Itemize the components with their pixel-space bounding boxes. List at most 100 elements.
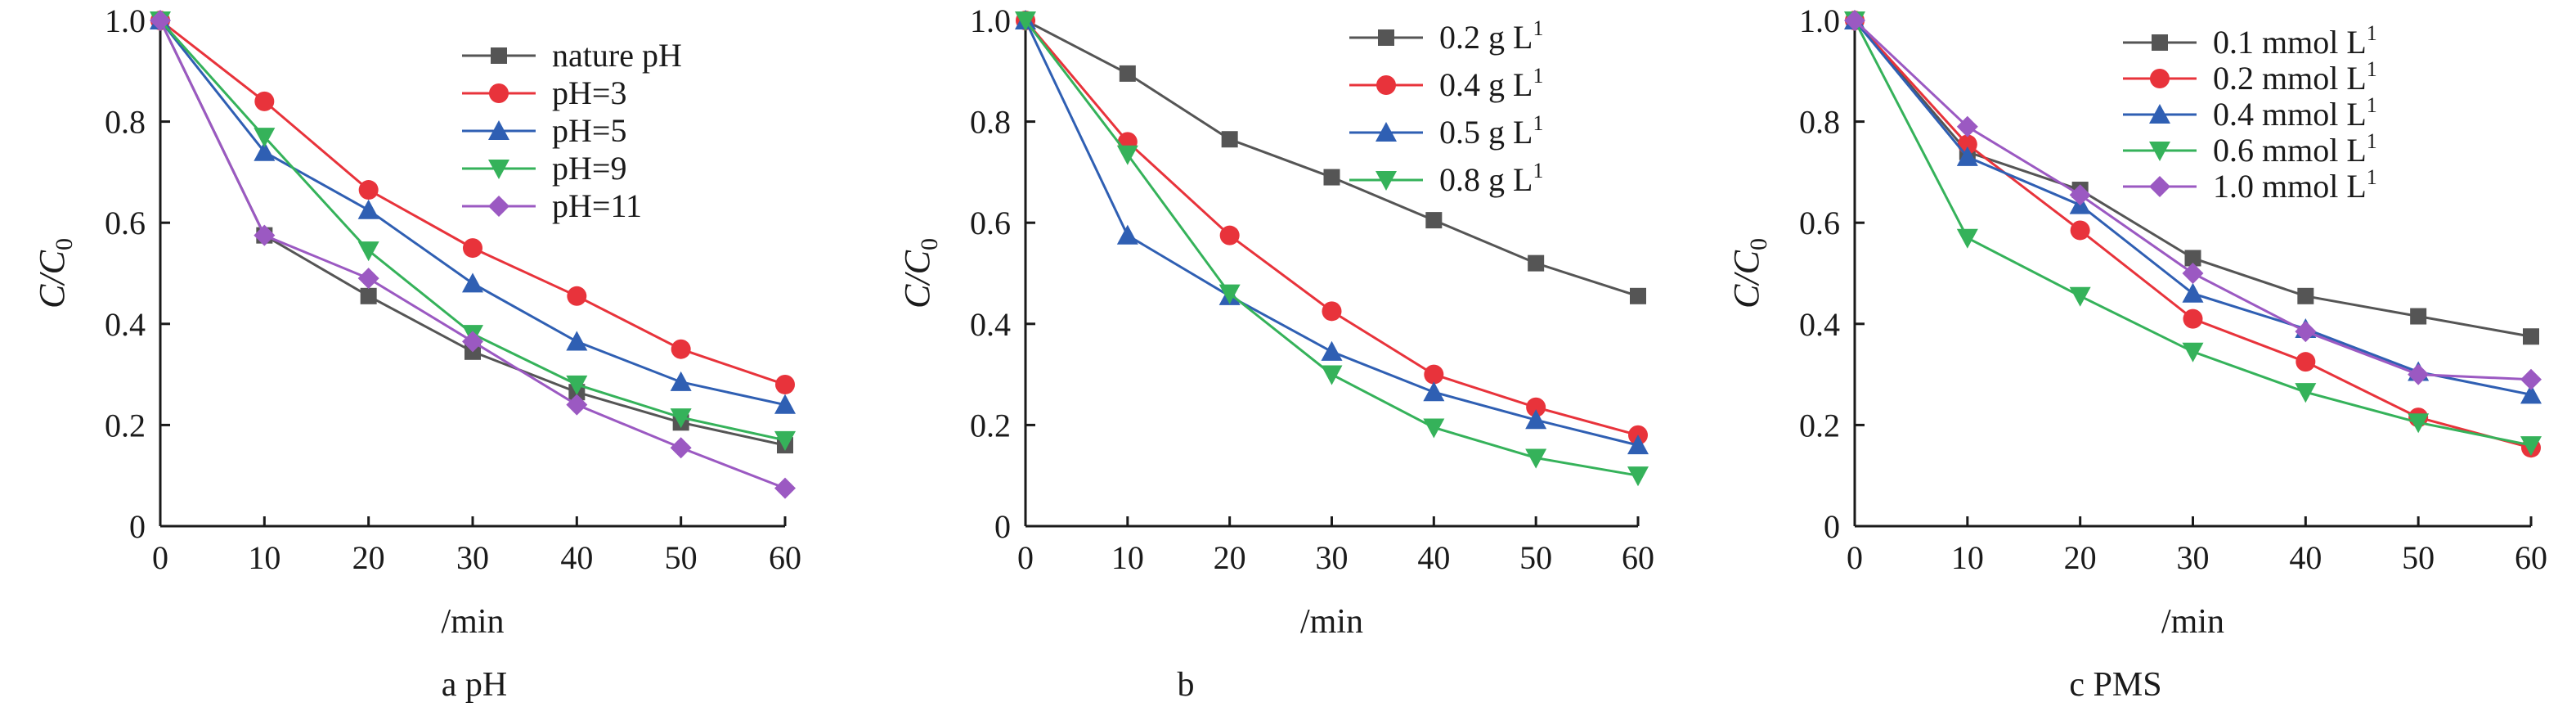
data-point-4-4 (2295, 321, 2317, 343)
legend-label: 0.2 g L1 (1439, 16, 1543, 56)
data-point-1-3 (2183, 308, 2203, 329)
legend-label: pH=3 (552, 74, 626, 111)
y-tick-label: 0.2 (970, 407, 1011, 444)
panel-caption: a pH (442, 666, 507, 704)
data-point-3-1 (1116, 145, 1138, 165)
legend-label: 0.2 mmol L1 (2213, 57, 2377, 97)
x-tick-label: 0 (1017, 539, 1034, 576)
legend-marker (1376, 170, 1397, 191)
x-tick-label: 30 (1316, 539, 1349, 576)
data-point-1-5 (1526, 397, 1546, 417)
data-point-2-6 (1627, 435, 1649, 455)
y-tick-label: 0 (129, 508, 146, 545)
data-point-3-4 (566, 375, 588, 395)
data-point-3-6 (2520, 436, 2542, 457)
data-point-2-4 (566, 331, 588, 351)
x-axis-label: /min (2161, 603, 2224, 641)
data-point-0-2 (1221, 131, 1238, 148)
series-line-0 (1025, 19, 1639, 298)
y-tick-label: 1.0 (1799, 2, 1840, 39)
data-point-0-2 (360, 287, 377, 304)
data-point-0-4 (2297, 287, 2314, 304)
legend-marker (1376, 122, 1397, 142)
data-point-1-2 (2070, 220, 2090, 241)
data-point-3-5 (670, 408, 692, 429)
y-tick-label: 0.2 (1799, 407, 1840, 444)
chart-panel-0: 0 0.2 0.4 0.6 0.8 1.0 0 10 20 30 40 50 60 C/C0/min a p… (32, 2, 801, 704)
y-axis-label: C/C0 (1726, 238, 1772, 308)
legend-marker (488, 196, 509, 217)
legend-marker (2149, 176, 2170, 197)
legend-marker (489, 83, 509, 103)
legend: 0.2 g L1 0.4 g L1 0.5 g L1 0.8 g L1 (1349, 16, 1543, 198)
x-tick-label: 10 (248, 539, 280, 576)
legend-label: pH=9 (552, 150, 626, 187)
x-tick-label: 0 (1847, 539, 1863, 576)
y-tick-label: 0.4 (105, 306, 146, 343)
legend-marker (2149, 104, 2170, 124)
data-point-4-2 (357, 268, 379, 290)
x-tick-label: 30 (2177, 539, 2210, 576)
data-point-3-5 (2408, 413, 2430, 434)
data-point-2-3 (462, 272, 483, 293)
data-point-1-3 (1322, 301, 1342, 322)
data-point-2-3 (2182, 282, 2204, 303)
legend-label: 0.1 mmol L1 (2213, 21, 2377, 61)
y-axis-label: C/C0 (897, 238, 943, 308)
chart-panel-1: 0 0.2 0.4 0.6 0.8 1.0 0 10 20 30 40 50 60 C/C0/min b 0.… (897, 2, 1654, 704)
x-axis-label: /min (441, 603, 504, 641)
legend-marker (1378, 29, 1394, 46)
data-point-0-6 (1630, 287, 1646, 304)
data-point-3-2 (1218, 284, 1241, 304)
data-point-1-4 (1424, 364, 1444, 385)
legend-marker (1376, 75, 1396, 95)
y-tick-label: 0.6 (1799, 205, 1840, 241)
data-point-1-6 (775, 374, 795, 394)
x-tick-label: 40 (2289, 539, 2322, 576)
data-point-0-3 (2184, 250, 2201, 267)
data-point-3-6 (774, 430, 796, 451)
data-point-3-1 (254, 128, 276, 148)
data-point-0-1 (1119, 65, 1136, 82)
y-tick-label: 0.4 (1799, 306, 1840, 343)
legend-marker (488, 159, 509, 179)
x-tick-label: 20 (352, 539, 385, 576)
series-line-2 (1853, 20, 2532, 396)
data-point-2-4 (1423, 381, 1445, 402)
legend-label: 0.6 mmol L1 (2213, 129, 2377, 169)
x-tick-label: 20 (1214, 539, 1246, 576)
data-point-3-0 (1015, 11, 1036, 31)
data-point-3-3 (2182, 342, 2204, 363)
data-point-1-2 (1219, 225, 1240, 245)
data-point-3-1 (1956, 228, 1978, 249)
data-point-4-2 (2069, 184, 2091, 206)
legend-marker (2150, 69, 2170, 88)
x-tick-label: 10 (1111, 539, 1144, 576)
y-tick-label: 0.8 (1799, 104, 1840, 141)
legend-marker (2149, 141, 2170, 161)
data-point-4-5 (670, 437, 692, 459)
y-axis-label: C/C0 (32, 238, 78, 308)
legend-marker (2152, 34, 2168, 51)
data-point-3-4 (1423, 418, 1445, 439)
data-point-1-2 (358, 180, 379, 200)
data-point-2-5 (670, 371, 692, 391)
data-point-2-5 (1525, 409, 1547, 430)
legend-label: nature pH (552, 37, 682, 74)
x-tick-label: 60 (2515, 539, 2547, 576)
y-tick-label: 0 (1824, 508, 1840, 545)
data-point-3-5 (1525, 448, 1547, 469)
x-tick-label: 0 (152, 539, 168, 576)
data-point-2-1 (1956, 146, 1978, 166)
legend-label: pH=11 (552, 187, 642, 224)
data-point-4-6 (774, 477, 796, 499)
data-point-4-4 (566, 394, 588, 416)
y-tick-label: 0.8 (105, 104, 146, 141)
legend-label: 0.5 g L1 (1439, 111, 1543, 151)
data-point-2-1 (254, 141, 276, 161)
legend-label: 1.0 mmol L1 (2213, 165, 2377, 205)
data-point-0-5 (1528, 254, 1545, 272)
y-tick-label: 0.2 (105, 407, 146, 444)
x-tick-label: 50 (2402, 539, 2435, 576)
